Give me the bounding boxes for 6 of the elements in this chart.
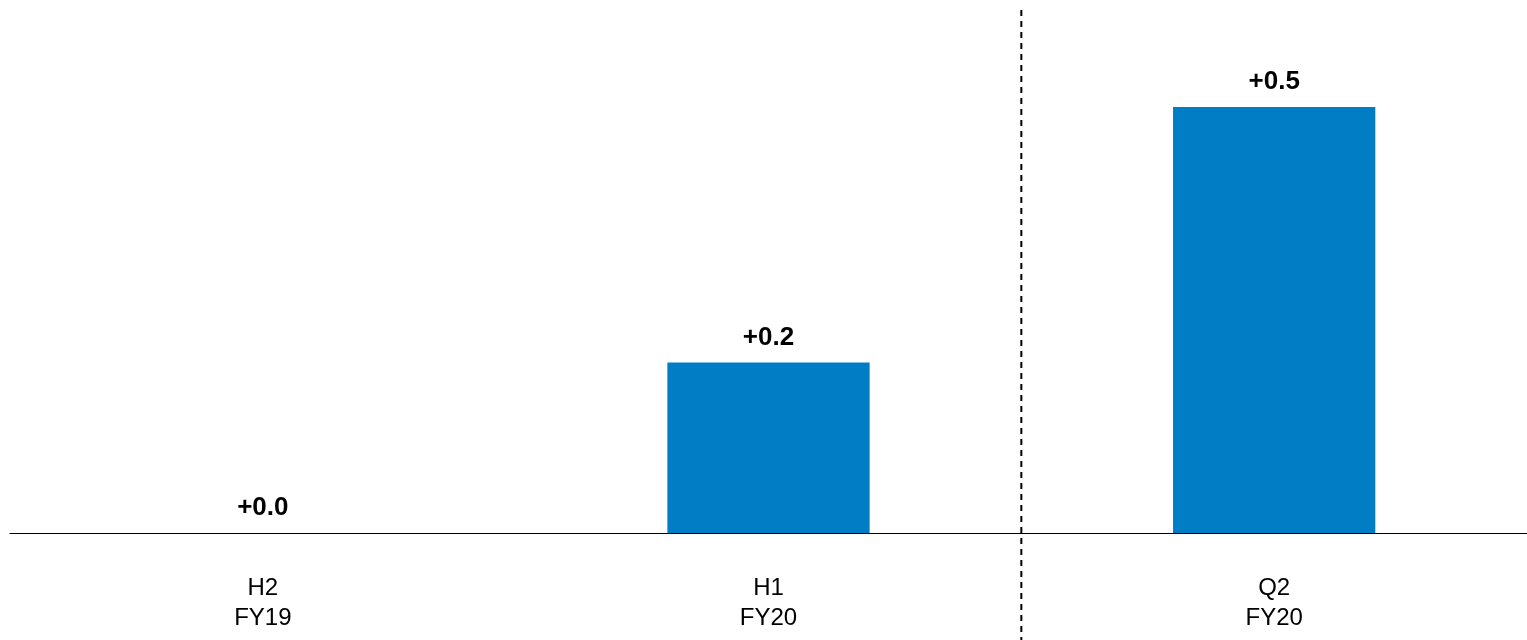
data-label: +0.5	[1248, 65, 1300, 95]
data-label: +0.0	[237, 491, 289, 521]
x-tick-label: H1 FY20	[739, 572, 798, 630]
x-tick-label: H2 FY19	[234, 572, 292, 630]
data-label: +0.2	[742, 320, 795, 351]
x-tick-label: Q2 FY20	[1245, 572, 1303, 630]
